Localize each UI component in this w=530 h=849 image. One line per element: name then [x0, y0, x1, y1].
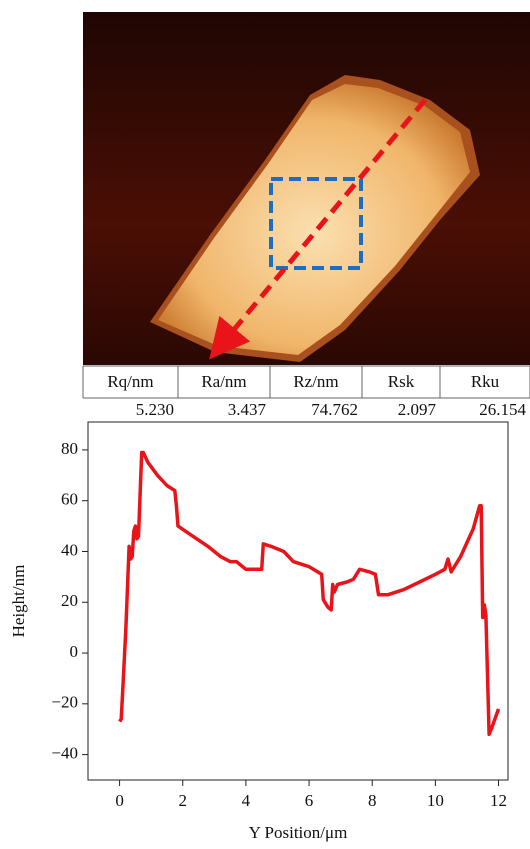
x-axis-label: Y Position/μm: [249, 823, 348, 842]
x-tick-label: 12: [490, 791, 507, 810]
table-header: Rq/nm: [107, 372, 153, 391]
roughness-table: Rq/nm Ra/nm Rz/nm Rsk Rku 5.230 3.437 74.762 2.0…: [83, 366, 530, 419]
y-tick-label: −20: [51, 693, 78, 712]
x-tick-label: 2: [178, 791, 187, 810]
table-cell: 26.154: [479, 400, 526, 419]
y-axis-label: Height/nm: [9, 565, 28, 638]
table-header: Rz/nm: [293, 372, 338, 391]
height-profile: [120, 453, 499, 735]
table-header: Rku: [471, 372, 500, 391]
x-tick-label: 6: [305, 791, 314, 810]
table-cell: 3.437: [228, 400, 267, 419]
y-tick-label: −40: [51, 744, 78, 763]
x-tick-label: 4: [242, 791, 251, 810]
figure: Rq/nm Ra/nm Rz/nm Rsk Rku 5.230 3.437 74.762 2.0…: [0, 0, 530, 849]
table-header: Ra/nm: [201, 372, 246, 391]
x-tick-label: 8: [368, 791, 377, 810]
plot-frame: [88, 422, 508, 780]
afm-image: [83, 12, 530, 365]
x-tick-label: 10: [427, 791, 444, 810]
table-header: Rsk: [388, 372, 415, 391]
y-tick-label: 80: [61, 439, 78, 458]
table-cell: 74.762: [311, 400, 358, 419]
table-cell: 5.230: [136, 400, 174, 419]
y-tick-label: 60: [61, 490, 78, 509]
y-tick-label: 0: [70, 642, 79, 661]
y-tick-label: 20: [61, 591, 78, 610]
canvas: Rq/nm Ra/nm Rz/nm Rsk Rku 5.230 3.437 74.762 2.0…: [0, 0, 530, 849]
x-tick-label: 0: [115, 791, 124, 810]
table-cell: 2.097: [398, 400, 437, 419]
y-tick-label: 40: [61, 540, 78, 559]
